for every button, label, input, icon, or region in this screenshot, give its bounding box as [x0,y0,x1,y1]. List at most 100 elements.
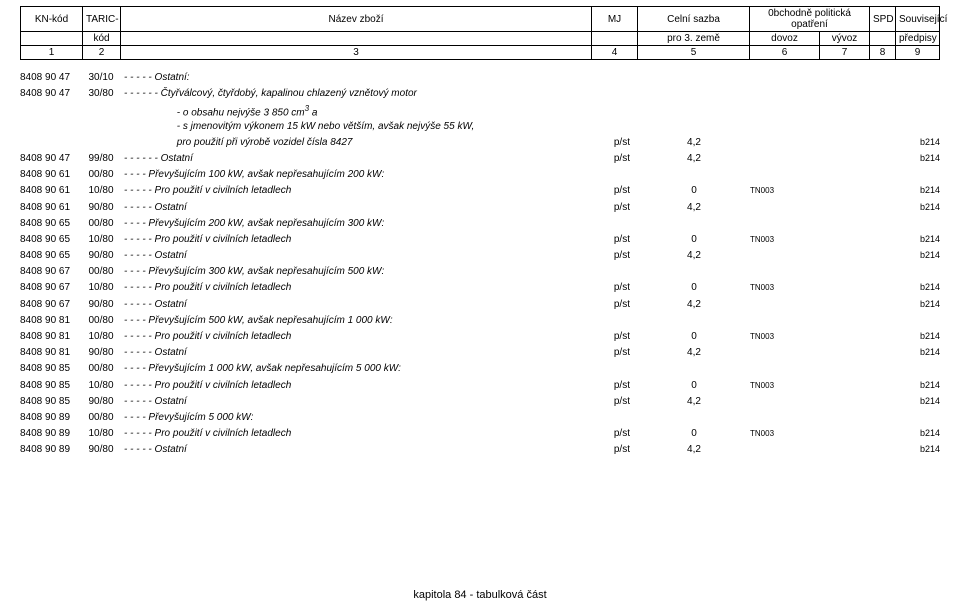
h-spd: SPD [870,7,896,32]
cell-mj: p/st [592,299,638,310]
cell-nazev: - - - - - Ostatní [120,299,592,310]
cell-pred: b214 [896,185,940,195]
cell-taric: 00/80 [82,266,120,277]
cell-nazev: - - - - Převyšujícím 5 000 kW: [120,412,592,423]
header-row-3: 1 2 3 4 5 6 7 8 9 [21,46,940,60]
cell-dovoz: TN003 [750,332,820,341]
cell-pred: b214 [896,331,940,341]
table-row: 8408 90 8910/80- - - - - Pro použití v c… [20,428,940,444]
cell-nazev: - - - - - - Čtyřválcový, čtyřdobý, kapal… [120,88,592,99]
table-row: 8408 90 8900/80- - - - Převyšujícím 5 00… [20,412,940,428]
cell-sazba: 4,2 [638,396,750,407]
h2-spd [870,32,896,46]
cell-nazev: - - - - - Pro použití v civilních letadl… [120,185,592,196]
h3-1: 1 [21,46,83,60]
cell-taric: 90/80 [82,396,120,407]
cell-sazba: 0 [638,331,750,342]
cell-taric: 30/80 [82,88,120,99]
table-row: 8408 90 8990/80- - - - - Ostatníp/st4,2b… [20,444,940,460]
h2-kod: kód [83,32,121,46]
cell-mj: p/st [592,380,638,391]
cell-mj: p/st [592,185,638,196]
cell-nazev: pro použití při výrobě vozidel čísla 842… [120,137,592,148]
table-row: 8408 90 6110/80- - - - - Pro použití v c… [20,185,940,201]
cell-nazev: - - - - - Ostatní: [120,72,592,83]
cell-kn: 8408 90 81 [20,347,82,358]
cell-mj: p/st [592,137,638,148]
cell-pred: b214 [896,347,940,357]
cell-taric: 10/80 [82,282,120,293]
table-row: 8408 90 4730/80- - - - - - Čtyřválcový, … [20,88,940,104]
cell-taric: 90/80 [82,444,120,455]
cell-kn: 8408 90 85 [20,396,82,407]
cell-kn: 8408 90 85 [20,363,82,374]
header-row-1: KN-kód TARIC- Název zboží MJ Celní sazba… [21,7,940,32]
cell-sazba: 0 [638,185,750,196]
cell-mj: p/st [592,347,638,358]
header-row-2: kód pro 3. země dovoz vývoz předpisy [21,32,940,46]
cell-kn: 8408 90 81 [20,315,82,326]
cell-taric: 10/80 [82,331,120,342]
cell-mj: p/st [592,331,638,342]
cell-taric: 10/80 [82,380,120,391]
h2-nazev [121,32,592,46]
table-row: 8408 90 8510/80- - - - - Pro použití v c… [20,380,940,396]
cell-taric: 90/80 [82,202,120,213]
table-row: 8408 90 6510/80- - - - - Pro použití v c… [20,234,940,250]
cell-kn: 8408 90 47 [20,153,82,164]
table-row: 8408 90 6100/80- - - - Převyšujícím 100 … [20,169,940,185]
cell-sazba: 4,2 [638,202,750,213]
cell-sazba: 0 [638,428,750,439]
h3-5: 5 [638,46,750,60]
cell-kn: 8408 90 65 [20,250,82,261]
h3-9: 9 [896,46,940,60]
table-row: 8408 90 6710/80- - - - - Pro použití v c… [20,282,940,298]
h3-7: 7 [820,46,870,60]
cell-pred: b214 [896,282,940,292]
cell-sazba: 4,2 [638,250,750,261]
h-nazev: Název zboží [121,7,592,32]
cell-mj: p/st [592,428,638,439]
cell-kn: 8408 90 89 [20,444,82,455]
cell-taric: 00/80 [82,218,120,229]
cell-taric: 90/80 [82,299,120,310]
h-opatreni: 0bchodně politická opatření [750,7,870,32]
cell-nazev: - - - - Převyšujícím 1 000 kW, avšak nep… [120,363,592,374]
cell-nazev: - o obsahu nejvýše 3 850 cm3 a [120,104,592,118]
cell-mj: p/st [592,250,638,261]
cell-kn: 8408 90 67 [20,266,82,277]
cell-nazev: - - - - - Ostatní [120,396,592,407]
table-row: - s jmenovitým výkonem 15 kW nebo větším… [20,121,940,137]
table-row: 8408 90 8100/80- - - - Převyšujícím 500 … [20,315,940,331]
table-row: 8408 90 8190/80- - - - - Ostatníp/st4,2b… [20,347,940,363]
cell-dovoz: TN003 [750,381,820,390]
cell-sazba: 4,2 [638,444,750,455]
cell-nazev: - - - - - Pro použití v civilních letadl… [120,282,592,293]
header-table: KN-kód TARIC- Název zboží MJ Celní sazba… [20,6,940,60]
table-row: 8408 90 6700/80- - - - Převyšujícím 300 … [20,266,940,282]
cell-pred: b214 [896,428,940,438]
cell-dovoz: TN003 [750,186,820,195]
h3-2: 2 [83,46,121,60]
h3-4: 4 [592,46,638,60]
cell-mj: p/st [592,234,638,245]
cell-mj: p/st [592,396,638,407]
cell-nazev: - - - - - Ostatní [120,250,592,261]
cell-mj: p/st [592,153,638,164]
cell-pred: b214 [896,202,940,212]
cell-pred: b214 [896,299,940,309]
body-rows: 8408 90 4730/10- - - - - Ostatní:8408 90… [20,72,940,461]
cell-kn: 8408 90 61 [20,185,82,196]
h3-6: 6 [750,46,820,60]
cell-kn: 8408 90 81 [20,331,82,342]
cell-mj: p/st [592,444,638,455]
table-row: 8408 90 6590/80- - - - - Ostatníp/st4,2b… [20,250,940,266]
cell-taric: 00/80 [82,315,120,326]
cell-taric: 90/80 [82,347,120,358]
cell-sazba: 0 [638,282,750,293]
h3-8: 8 [870,46,896,60]
cell-nazev: - - - - - Pro použití v civilních letadl… [120,380,592,391]
cell-mj: p/st [592,282,638,293]
cell-nazev: - - - - - Pro použití v civilních letadl… [120,331,592,342]
cell-nazev: - - - - - Ostatní [120,347,592,358]
